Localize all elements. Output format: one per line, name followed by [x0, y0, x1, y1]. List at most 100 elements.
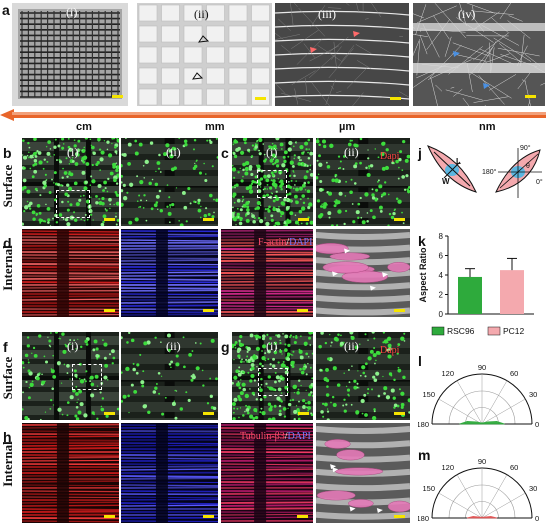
polar-angle-label: 0 [535, 514, 539, 523]
legend-label: RSC96 [447, 326, 475, 336]
micrograph-h-red [22, 423, 119, 523]
sublabel-f-i: (i) [67, 339, 79, 353]
polar-angle-label: 180 [418, 514, 429, 523]
fluorescence-texture [232, 332, 313, 420]
micrograph-c-i [232, 138, 313, 226]
stripe-texture [221, 423, 313, 523]
panel-label-a: a [2, 2, 10, 18]
scaffold-grid-mm [137, 3, 272, 106]
stripe-texture [22, 229, 119, 317]
fluorescence-texture [232, 138, 313, 226]
sem-graphic [316, 232, 410, 316]
sublabel-a-ii: (ii) [194, 7, 209, 21]
scale-bar [298, 412, 309, 415]
panel-label-k: k [418, 233, 426, 249]
polar-spoke [456, 474, 483, 519]
polar-angle-label: 150 [422, 484, 435, 493]
stripe-texture [121, 229, 218, 317]
fluorescence-texture [22, 138, 119, 226]
stain-blue: DAPI [287, 431, 311, 442]
micrograph-g-ii [316, 332, 410, 420]
fluorescence-texture [22, 332, 119, 420]
micrograph-c-ii [316, 138, 410, 226]
row-label-surface-2: Surface [0, 356, 15, 400]
fluorescence-texture [316, 332, 410, 420]
stain-blue: DAPI [289, 237, 313, 248]
stain-sep: / [286, 237, 290, 248]
sublabel-f-ii: (ii) [166, 339, 181, 353]
scale-bar [203, 412, 214, 415]
micrograph-b-i [22, 138, 119, 226]
panel-label-b: b [3, 145, 12, 161]
polar-angle-label: 60 [510, 369, 518, 378]
scale-bar [394, 412, 405, 415]
polar-angle-label: 120 [441, 463, 454, 472]
polar-spoke [481, 380, 508, 425]
sem-image-e [316, 229, 410, 317]
angle-0: 0° [536, 178, 543, 186]
panel-label-d: d [3, 235, 12, 251]
micrograph-h-blue [121, 423, 218, 523]
panel-label-h: h [3, 429, 12, 445]
angle-90: 90° [520, 144, 531, 152]
micrograph-h-merge [221, 423, 313, 523]
sublabel-a-iv: (iv) [458, 7, 476, 21]
polar-chart-pc12: 0 30 60 90 120 150 180 [418, 457, 539, 523]
polar-angle-label: 30 [529, 484, 537, 493]
bar-chart-aspect-ratio: 0 2 4 6 8 Aspect Ratio RSC96 PC12 [418, 232, 534, 336]
polar-spoke [481, 474, 508, 519]
scale-label-nm: nm [479, 121, 496, 133]
micrograph-d-blue [121, 229, 218, 317]
polar-angle-label: 90 [478, 457, 486, 466]
panel-label-c: c [221, 145, 229, 161]
micrograph-g-i [232, 332, 313, 420]
polar-angle-label: 30 [529, 390, 537, 399]
polar-spoke [438, 492, 483, 519]
row-label-internal-2: Internal [0, 441, 15, 487]
scale-bar [394, 515, 405, 518]
y-tick-label: 0 [439, 310, 444, 319]
scale-bar [203, 515, 214, 518]
sublabel-c-ii: (ii) [344, 145, 359, 159]
scaffold-photo-graphic [18, 9, 122, 99]
scale-bar [390, 97, 401, 100]
scale-arrow [0, 109, 546, 121]
inset-box [257, 170, 287, 198]
fluorescence-texture [121, 332, 218, 420]
scale-bar [203, 309, 214, 312]
polar-spoke [456, 380, 483, 425]
polar-angle-label: 90 [478, 363, 486, 372]
sublabel-g-ii: (ii) [344, 339, 359, 353]
scale-bar [104, 218, 115, 221]
label-L: L [456, 157, 461, 166]
scale-bar [298, 218, 309, 221]
scale-bar [104, 309, 115, 312]
sublabel-a-iii: (iii) [318, 7, 336, 21]
polar-angle-label: 150 [422, 390, 435, 399]
polar-area-rsc96 [459, 420, 505, 425]
sem-image-i [316, 423, 410, 523]
sublabel-b-i: (i) [67, 145, 79, 159]
bar-rsc96 [458, 276, 482, 314]
polar-angle-label: 0 [535, 420, 539, 429]
row-label-surface: Surface [0, 164, 15, 208]
stain-label-g: Dapi [380, 345, 400, 356]
sublabel-g-i: (i) [266, 339, 278, 353]
y-tick-label: 8 [439, 232, 444, 241]
scale-bar [104, 515, 115, 518]
polar-angle-label: 120 [441, 369, 454, 378]
stain-label-d: F-actin/DAPI [258, 238, 312, 248]
panel-label-g: g [221, 339, 230, 355]
scale-bar [394, 309, 405, 312]
stain-red: Tubulin-β3 [240, 431, 285, 442]
panel-label-f: f [3, 339, 8, 355]
polar-area-pc12 [466, 516, 498, 519]
grid-mm-graphic [138, 4, 270, 106]
inset-box [72, 364, 102, 390]
scaffold-photo [12, 3, 128, 106]
fiber-um-graphic [275, 3, 409, 106]
scale-bar [525, 95, 536, 98]
polar-angle-label: 60 [510, 463, 518, 472]
micrograph-d-merge [221, 229, 313, 317]
